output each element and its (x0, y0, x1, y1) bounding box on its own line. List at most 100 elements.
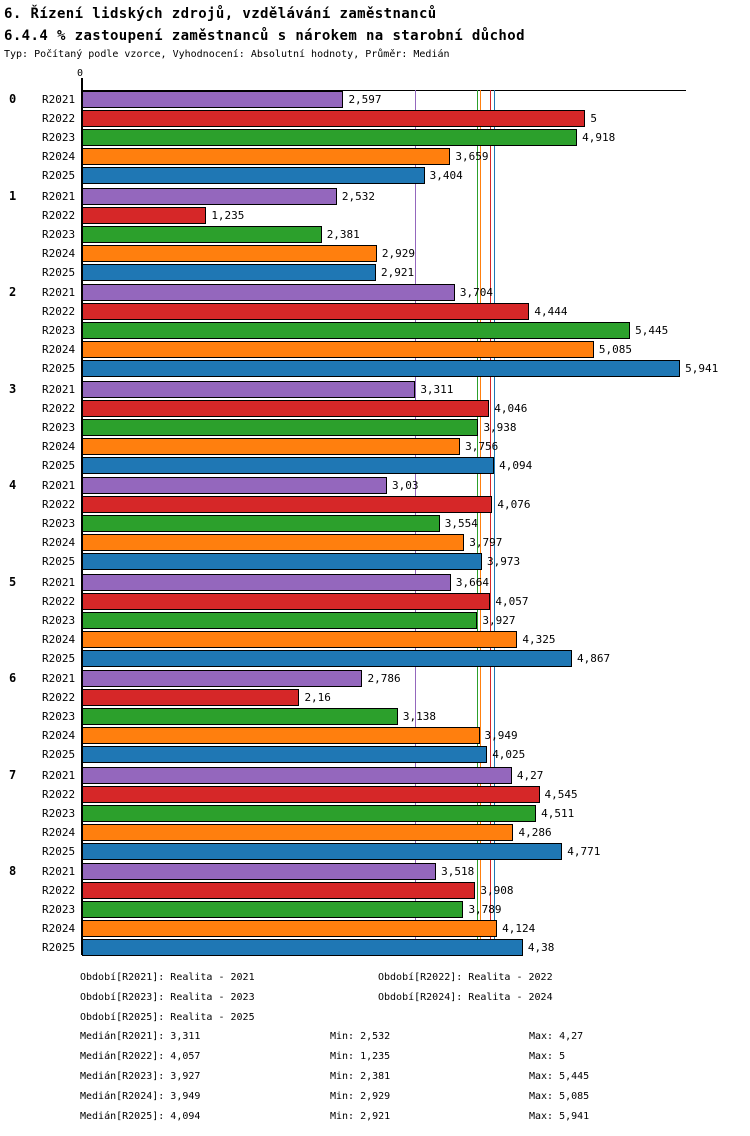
bar-R2022-group-1 (82, 206, 207, 224)
indicator-title: 6.4.4 % zastoupení zaměstnanců s nárokem… (4, 28, 525, 44)
series-label: R2024 (42, 343, 76, 356)
bar-R2025-group-1 (82, 263, 377, 281)
bar-row-6-R2023: R2023 3,138 (0, 707, 750, 726)
stat-median-R2022: Medián[R2022]: 4,057 (80, 1051, 201, 1062)
bar-row-2-R2022: R2022 4,444 (0, 302, 750, 321)
bar-row-6-R2022: R2022 2,16 (0, 688, 750, 707)
bar-value-label: 3,518 (441, 865, 475, 878)
bar-R2022-group-0 (82, 110, 586, 127)
stat-max-R2025: Max: 5,941 (529, 1111, 590, 1122)
bar-R2024-group-6 (82, 727, 480, 744)
series-label: R2023 (42, 710, 76, 723)
median-line-R2025 (494, 90, 496, 955)
group-label: 0 (9, 92, 17, 106)
group-label: 1 (9, 188, 17, 203)
series-label: R2022 (42, 112, 76, 125)
bar-R2024-group-0 (82, 148, 451, 165)
bar-R2022-group-4 (82, 496, 493, 513)
series-label: R2023 (42, 903, 76, 916)
series-label: R2024 (42, 150, 76, 163)
bar-row-0-R2022: R2022 5 (0, 109, 750, 128)
group-label: 2 (9, 285, 17, 299)
stat-max-R2022: Max: 5 (529, 1051, 566, 1062)
series-label: R2023 (42, 227, 76, 241)
chart-meta-line: Typ: Počítaný podle vzorce, Vyhodnocení:… (4, 49, 450, 60)
median-line-R2024 (479, 90, 481, 955)
series-label: R2023 (42, 806, 76, 820)
bar-R2024-group-7 (82, 823, 514, 841)
series-label: R2025 (42, 458, 76, 472)
bar-R2021-group-8 (82, 863, 437, 880)
bar-R2022-group-8 (82, 882, 476, 899)
stat-min-R2025: Min: 2,921 (330, 1111, 391, 1122)
bar-row-4-R2024: R2024 3,797 (0, 533, 750, 552)
bar-R2021-group-0 (82, 91, 344, 108)
bar-value-label: 4,325 (522, 632, 556, 646)
bar-row-1-R2022: R2022 1,235 (0, 206, 750, 225)
bar-R2021-group-2 (82, 284, 455, 301)
bar-value-label: 4,094 (499, 458, 533, 472)
bar-value-label: 1,235 (211, 208, 245, 222)
series-label: R2025 (42, 651, 76, 665)
series-label: R2022 (42, 208, 76, 222)
bar-value-label: 4,771 (567, 844, 601, 858)
bar-R2023-group-4 (82, 515, 440, 532)
x-axis-zero-label: 0 (77, 68, 84, 79)
median-line-R2022 (490, 90, 492, 955)
bar-R2024-group-3 (82, 437, 461, 455)
series-label: R2022 (42, 884, 76, 897)
bar-R2022-group-3 (82, 399, 490, 417)
bar-value-label: 3,03 (392, 479, 419, 492)
series-label: R2021 (42, 672, 76, 685)
bar-row-4-R2025: R2025 3,973 (0, 552, 750, 571)
group-label: 3 (9, 381, 17, 396)
stat-min-R2023: Min: 2,381 (330, 1071, 391, 1082)
series-label: R2022 (42, 305, 76, 318)
bar-value-label: 3,664 (455, 575, 489, 589)
bar-row-5-R2025: R2025 4,867 (0, 649, 750, 668)
bar-value-label: 4,286 (518, 825, 552, 839)
bar-row-5-R2021: 5 R2021 3,664 (0, 573, 750, 592)
bar-row-0-R2021: 0 R2021 2,597 (0, 90, 750, 109)
bar-R2023-group-1 (82, 225, 322, 243)
group-label: 4 (9, 478, 17, 492)
stat-min-R2024: Min: 2,929 (330, 1091, 391, 1102)
bar-row-3-R2022: R2022 4,046 (0, 399, 750, 418)
group-label: 5 (9, 574, 17, 589)
bar-R2021-group-7 (82, 766, 512, 784)
bar-value-label: 5 (590, 112, 597, 125)
bar-value-label: 3,756 (465, 439, 499, 453)
series-label: R2024 (42, 729, 76, 742)
series-label: R2023 (42, 420, 76, 434)
series-label: R2023 (42, 131, 76, 144)
stat-max-R2023: Max: 5,445 (529, 1071, 590, 1082)
bar-row-1-R2023: R2023 2,381 (0, 225, 750, 244)
series-label: R2025 (42, 265, 76, 279)
bar-R2022-group-6 (82, 689, 300, 706)
bar-value-label: 5,085 (598, 343, 633, 356)
bar-R2022-group-7 (82, 785, 540, 803)
bar-R2024-group-2 (82, 341, 594, 358)
bar-row-4-R2021: 4 R2021 3,03 (0, 476, 750, 495)
bar-value-label: 4,545 (544, 787, 578, 801)
bar-row-8-R2023: R2023 3,789 (0, 900, 750, 919)
legend-item-R2024: Období[R2024]: Realita - 2024 (378, 992, 553, 1003)
bar-row-7-R2021: 7 R2021 4,27 (0, 766, 750, 785)
bar-row-8-R2025: R2025 4,38 (0, 938, 750, 957)
bar-R2023-group-6 (82, 708, 398, 725)
bar-R2023-group-0 (82, 129, 578, 146)
bar-row-0-R2025: R2025 3,404 (0, 166, 750, 185)
series-label: R2021 (42, 93, 76, 106)
series-label: R2021 (42, 768, 76, 782)
series-label: R2024 (42, 246, 76, 260)
bar-value-label: 3,908 (480, 884, 514, 897)
bar-row-6-R2025: R2025 4,025 (0, 745, 750, 764)
bar-row-6-R2024: R2024 3,949 (0, 726, 750, 745)
series-label: R2025 (42, 362, 76, 375)
bar-value-label: 4,38 (527, 941, 555, 954)
bar-R2025-group-3 (82, 456, 495, 474)
bar-row-8-R2022: R2022 3,908 (0, 881, 750, 900)
bar-row-5-R2022: R2022 4,057 (0, 592, 750, 611)
bar-value-label: 3,404 (429, 169, 463, 182)
bar-R2024-group-4 (82, 534, 465, 551)
